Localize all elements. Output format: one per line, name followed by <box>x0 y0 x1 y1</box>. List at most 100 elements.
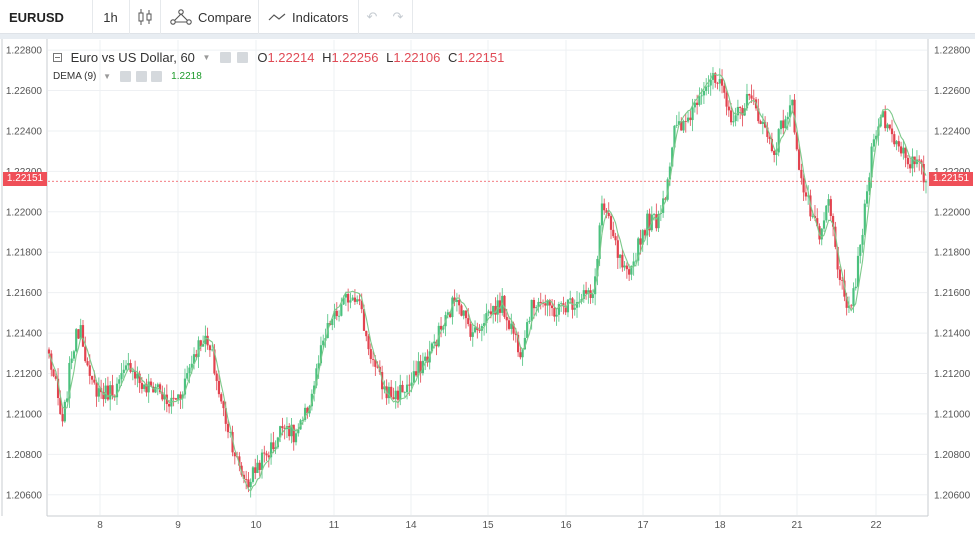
candle-body <box>614 236 617 241</box>
x-tick-label: 22 <box>870 520 882 531</box>
candle-body <box>904 147 907 158</box>
close-icon[interactable] <box>151 71 163 82</box>
toolbar-divider <box>129 0 130 34</box>
candle-body <box>489 311 492 315</box>
settings-icon[interactable] <box>220 52 232 64</box>
collapse-icon[interactable] <box>53 53 62 63</box>
candle-body <box>460 305 463 316</box>
candle-body <box>795 132 798 150</box>
candle-body <box>612 229 615 237</box>
candle-body <box>510 323 513 329</box>
candle-body <box>709 79 712 86</box>
candle-body <box>63 401 66 422</box>
candle-body <box>784 119 787 129</box>
candle-body <box>154 387 157 393</box>
candle-body <box>696 102 699 105</box>
main-legend: Euro vs US Dollar, 60 ▼ O1.22214 H1.2225… <box>53 49 504 65</box>
candle-body <box>777 129 780 153</box>
candle-body <box>782 120 785 129</box>
redo-icon[interactable]: ↷ <box>392 9 404 24</box>
candle-body <box>924 181 928 183</box>
candle-body <box>331 318 334 325</box>
candle-body <box>242 474 245 480</box>
candle-body <box>138 373 141 384</box>
y-tick-label: 1.21400 <box>934 329 971 340</box>
candle-body <box>748 94 751 96</box>
candle-body <box>786 116 789 120</box>
candle-body <box>478 330 481 331</box>
candle-body <box>537 301 540 308</box>
candle-body <box>750 95 753 99</box>
candle-body <box>279 426 282 438</box>
candle-body <box>342 297 345 305</box>
candle-body <box>301 420 304 421</box>
undo-icon[interactable]: ↶ <box>366 9 378 24</box>
y-tick-label: 1.22800 <box>6 46 43 57</box>
symbol-search[interactable]: EURUSD <box>9 9 64 25</box>
candle-body <box>775 152 778 155</box>
candle-body <box>788 105 792 117</box>
candle-body <box>734 115 737 122</box>
candle-body <box>183 378 187 395</box>
candle-body <box>566 299 570 313</box>
y-tick-label: 1.21600 <box>934 288 971 299</box>
x-tick-label: 8 <box>97 520 103 531</box>
candle-body <box>140 383 144 389</box>
candle-body <box>238 456 241 466</box>
chart-type-button[interactable] <box>130 0 160 34</box>
candle-body <box>671 147 674 167</box>
candle-body <box>102 392 105 400</box>
candle-body <box>596 258 599 277</box>
candle-body <box>770 138 774 152</box>
candle-body <box>535 307 538 309</box>
candle-body <box>752 98 755 100</box>
candle-body <box>555 314 558 317</box>
candle-body <box>81 325 85 347</box>
candle-body <box>727 106 730 111</box>
compare-button[interactable]: Compare <box>162 0 258 34</box>
candle-body <box>487 311 490 314</box>
candle-body <box>720 79 724 86</box>
candle-body <box>637 238 640 261</box>
low-key: L <box>386 50 394 66</box>
candle-body <box>340 304 343 316</box>
indicators-button[interactable]: Indicators <box>258 0 358 34</box>
candle-body <box>686 117 690 122</box>
candle-body <box>553 308 556 317</box>
x-tick-label: 15 <box>482 520 494 531</box>
last-price-tag-left: 1.22151 <box>3 172 47 186</box>
candle-body <box>152 386 155 393</box>
x-tick-label: 18 <box>714 520 726 531</box>
price-chart[interactable]: 1.228001.226001.224001.222001.220001.218… <box>0 39 975 536</box>
candle-body <box>313 385 316 394</box>
candle-body <box>888 124 891 129</box>
candle-body <box>449 312 452 318</box>
candle-body <box>127 363 130 366</box>
candle-body <box>922 163 925 183</box>
candle-body <box>145 384 148 393</box>
hide-icon[interactable] <box>236 52 248 64</box>
candle-body <box>680 121 683 131</box>
candle-body <box>433 341 436 344</box>
candle-body <box>66 398 69 402</box>
candle-body <box>471 332 474 337</box>
interval-button[interactable]: 1h <box>103 9 118 25</box>
candle-body <box>50 353 53 370</box>
hide-icon[interactable] <box>135 71 147 82</box>
candle-body <box>245 479 248 480</box>
chevron-down-icon[interactable]: ▼ <box>202 53 211 63</box>
chevron-down-icon[interactable]: ▼ <box>103 72 112 81</box>
candle-body <box>335 310 338 317</box>
candle-body <box>215 373 218 381</box>
candle-body <box>609 216 613 230</box>
candle-body <box>541 302 545 304</box>
x-tick-label: 10 <box>250 520 262 531</box>
candle-body <box>730 110 733 123</box>
candle-body <box>222 401 225 409</box>
candle-body <box>523 337 526 350</box>
toolbar-divider <box>258 0 259 34</box>
candle-body <box>179 394 182 399</box>
candle-body <box>455 299 459 302</box>
compare-icon <box>170 9 192 25</box>
settings-icon[interactable] <box>119 71 131 82</box>
